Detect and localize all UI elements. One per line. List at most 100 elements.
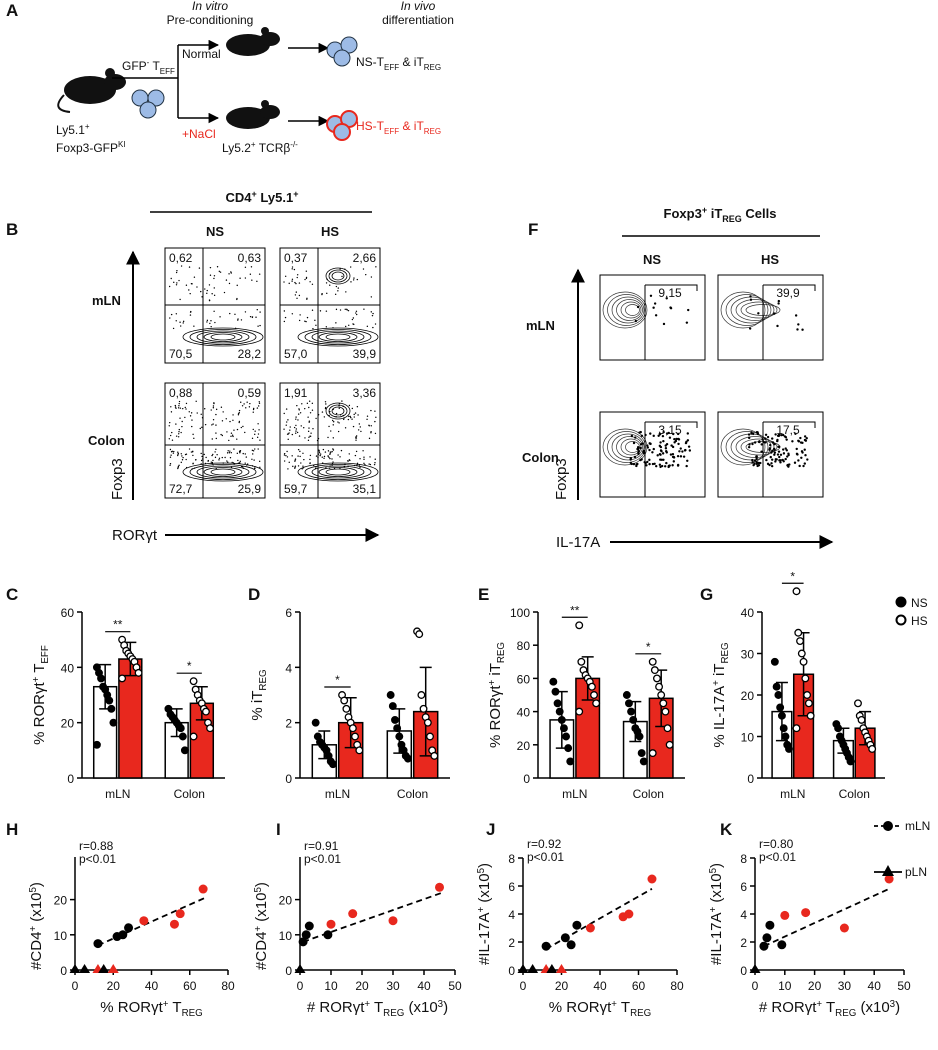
y-axis-label-part: ) (708, 863, 725, 868)
event-dot (352, 317, 355, 319)
header: CD4+ Ly5.1+ (226, 189, 299, 205)
y-axis-label-part: REG (496, 642, 507, 663)
event-dot (307, 439, 310, 442)
event-dot (244, 266, 247, 269)
y-tick-label: 2 (508, 936, 515, 950)
data-point (780, 910, 790, 920)
y-tick-label: 80 (517, 639, 531, 653)
x-tick-label: 80 (221, 979, 235, 993)
x-tick-label: 20 (808, 979, 822, 993)
event-dot (240, 319, 243, 321)
data-point (661, 707, 670, 716)
label: HS-TEFF & iTREG (356, 119, 441, 136)
event-dot (170, 454, 172, 456)
data-point (779, 724, 788, 733)
event-dot (259, 324, 261, 327)
event-dot (257, 405, 260, 407)
event-dot (296, 276, 298, 279)
contour (182, 327, 264, 347)
event-dot (192, 462, 194, 464)
event-dot (356, 278, 359, 281)
event-dot (652, 447, 655, 451)
event-dot (332, 437, 334, 439)
label: +NaCl (182, 127, 216, 141)
event-dot (221, 456, 223, 459)
event-dot (309, 435, 312, 437)
event-dot (294, 458, 297, 460)
event-dot (257, 325, 259, 327)
data-point (134, 668, 143, 677)
event-dot (355, 313, 358, 316)
event-dot (322, 448, 325, 451)
event-dot (237, 459, 239, 462)
event-dot (352, 425, 355, 428)
contour (304, 464, 372, 480)
event-dot (177, 465, 180, 468)
x-axis-label: % RORγt+ TREG (549, 999, 651, 1019)
x-axis-label-part: + (163, 999, 169, 1010)
event-dot (359, 466, 361, 469)
x-axis-label-part: % RORγt (549, 999, 612, 1016)
data-point (176, 724, 185, 733)
y-tick-label: 0 (60, 964, 67, 978)
event-dot (363, 458, 365, 461)
event-dot (175, 435, 178, 437)
event-dot (232, 414, 234, 416)
event-dot (215, 448, 217, 451)
x-tick-label: 60 (632, 979, 646, 993)
y-tick-label: 6 (740, 880, 747, 894)
label-part: Foxp3 (664, 206, 702, 221)
event-dot (244, 431, 246, 434)
event-dot (659, 445, 663, 449)
event-dot (215, 408, 218, 411)
event-dot (339, 456, 341, 458)
event-dot (252, 407, 255, 410)
event-dot (352, 279, 355, 281)
data-point (884, 874, 894, 884)
event-dot (288, 282, 290, 285)
panel-letter: J (486, 820, 495, 839)
event-dot (755, 457, 758, 461)
event-dot (327, 450, 330, 452)
label-part: iT (707, 206, 722, 221)
event-dot (296, 297, 298, 299)
data-point (648, 657, 657, 666)
event-dot (349, 459, 351, 462)
event-dot (640, 434, 644, 437)
gate-value: 17,5 (776, 423, 800, 437)
event-dot (797, 323, 800, 326)
y-tick-label: 6 (285, 606, 292, 620)
event-dot (311, 402, 314, 405)
y-axis-label-part: + (31, 676, 42, 682)
y-axis-label-part: REG (258, 669, 269, 690)
event-dot (642, 450, 645, 453)
event-dot (179, 417, 181, 419)
data-point (774, 691, 783, 699)
data-point (653, 674, 661, 683)
event-dot (294, 432, 297, 434)
label-part: NS-T (356, 55, 385, 69)
event-dot (329, 284, 331, 286)
event-dot (170, 277, 172, 280)
event-dot (257, 423, 259, 425)
event-dot (793, 461, 797, 464)
event-dot (212, 459, 214, 462)
event-dot (308, 436, 310, 438)
event-dot (751, 458, 754, 462)
event-dot (353, 416, 355, 418)
event-dot (781, 433, 785, 437)
x-axis-label: # RORγt+ TREG (x103) (759, 999, 900, 1019)
contour (318, 467, 358, 477)
y-tick-label: 40 (517, 706, 531, 720)
row-label: mLN (526, 318, 555, 333)
event-dot (213, 402, 215, 405)
data-point (527, 964, 539, 973)
event-dot (327, 436, 329, 439)
x-tick-label: 10 (778, 979, 792, 993)
x-tick-label: mLN (780, 787, 805, 801)
event-dot (230, 435, 232, 438)
event-dot (801, 328, 804, 331)
x-tick-label: 30 (386, 979, 400, 993)
column-label: NS (643, 252, 661, 267)
event-dot (226, 460, 228, 462)
